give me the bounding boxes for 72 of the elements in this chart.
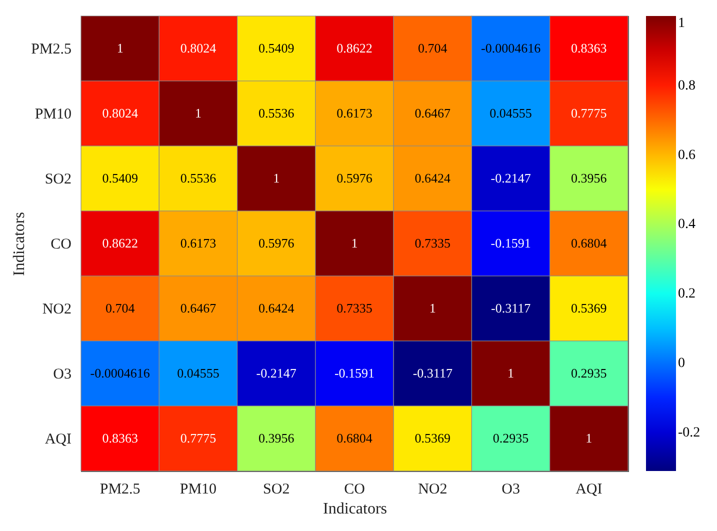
y-tick-label: CO [50,236,72,252]
data-label: 0.5369 [414,430,451,446]
color-bar-label: 0.8 [678,78,696,94]
x-tick-label: AQI [576,482,602,498]
data-label: 0.2935 [492,430,529,446]
data-label: 0.6173 [180,236,216,250]
color-bar-label: 0.6 [678,148,696,163]
data-label: 0.2935 [571,366,607,380]
data-label: 0.7775 [180,430,216,446]
data-label: 1 [508,366,514,380]
x-tick-label: PM2.5 [100,482,140,498]
data-label: 0.04555 [177,366,220,380]
data-label: 0.5536 [258,106,295,120]
data-label: 0.6804 [571,236,608,250]
y-tick-label: AQI [44,432,72,448]
data-label: -0.1591 [334,366,375,380]
data-label: 0.704 [105,300,136,316]
data-label: 1 [194,106,202,120]
data-label: 0.5976 [336,170,373,186]
data-label: 1 [351,236,358,250]
data-label: -0.0004616 [90,366,150,380]
data-label: 0.704 [418,40,448,56]
x-tick-label: NO2 [418,482,448,498]
data-label: 0.8622 [102,236,138,250]
color-bar-label: 0.2 [678,286,696,302]
data-label: 1 [116,40,124,56]
data-label: -0.0004616 [480,40,542,56]
y-tick-label: PM2.5 [31,42,72,58]
data-label: 0.5409 [102,170,138,186]
data-label: 0.6424 [258,300,295,316]
data-label: 0.8363 [571,40,607,56]
y-tick-label: O3 [53,366,72,382]
data-label: 0.3956 [571,170,608,186]
data-label: 0.6173 [336,106,372,120]
x-tick-label: PM10 [180,482,217,498]
data-label: 0.6804 [336,430,373,446]
x-axis-title: Indicators [323,500,387,518]
data-label: 0.5976 [258,236,295,250]
data-label: 0.5369 [571,300,607,316]
x-tick-label: SO2 [263,482,290,498]
data-label: -0.1591 [490,236,531,250]
data-label: 0.3956 [258,430,295,446]
data-label: 0.5409 [258,40,294,56]
data-label: 0.6424 [414,170,452,186]
y-tick-label: NO2 [42,302,72,318]
data-label: 0.8024 [180,40,217,56]
data-label: -0.3117 [490,300,532,316]
x-tick-label: O3 [502,482,520,498]
data-label: -0.2147 [490,170,532,186]
data-label: 0.04555 [490,106,532,120]
y-axis-title: Indicators [11,212,28,276]
data-label: 1 [429,300,436,316]
color-bar-label: 0.4 [678,217,696,232]
data-label: 1 [586,430,592,446]
data-label: 0.6467 [414,106,452,120]
data-label: 1 [273,170,280,186]
data-label: -0.2147 [256,366,297,380]
data-label: 0.8024 [102,106,138,120]
color-bar-label: 1 [678,16,685,31]
data-label: 0.6467 [180,300,217,316]
data-label: 0.7335 [414,236,451,250]
data-label: 0.8622 [336,40,372,56]
data-label: 0.8363 [102,430,138,446]
color-bar-label: 0 [678,356,685,371]
data-label: 0.7335 [336,300,372,316]
data-label: 0.5536 [180,170,217,186]
data-label: 0.7775 [571,106,607,120]
y-tick-label: SO2 [44,172,72,188]
data-label: -0.3117 [412,366,453,380]
color-bar-label: -0.2 [678,425,700,440]
x-tick-label: CO [344,482,366,498]
y-tick-label: PM10 [34,106,72,122]
